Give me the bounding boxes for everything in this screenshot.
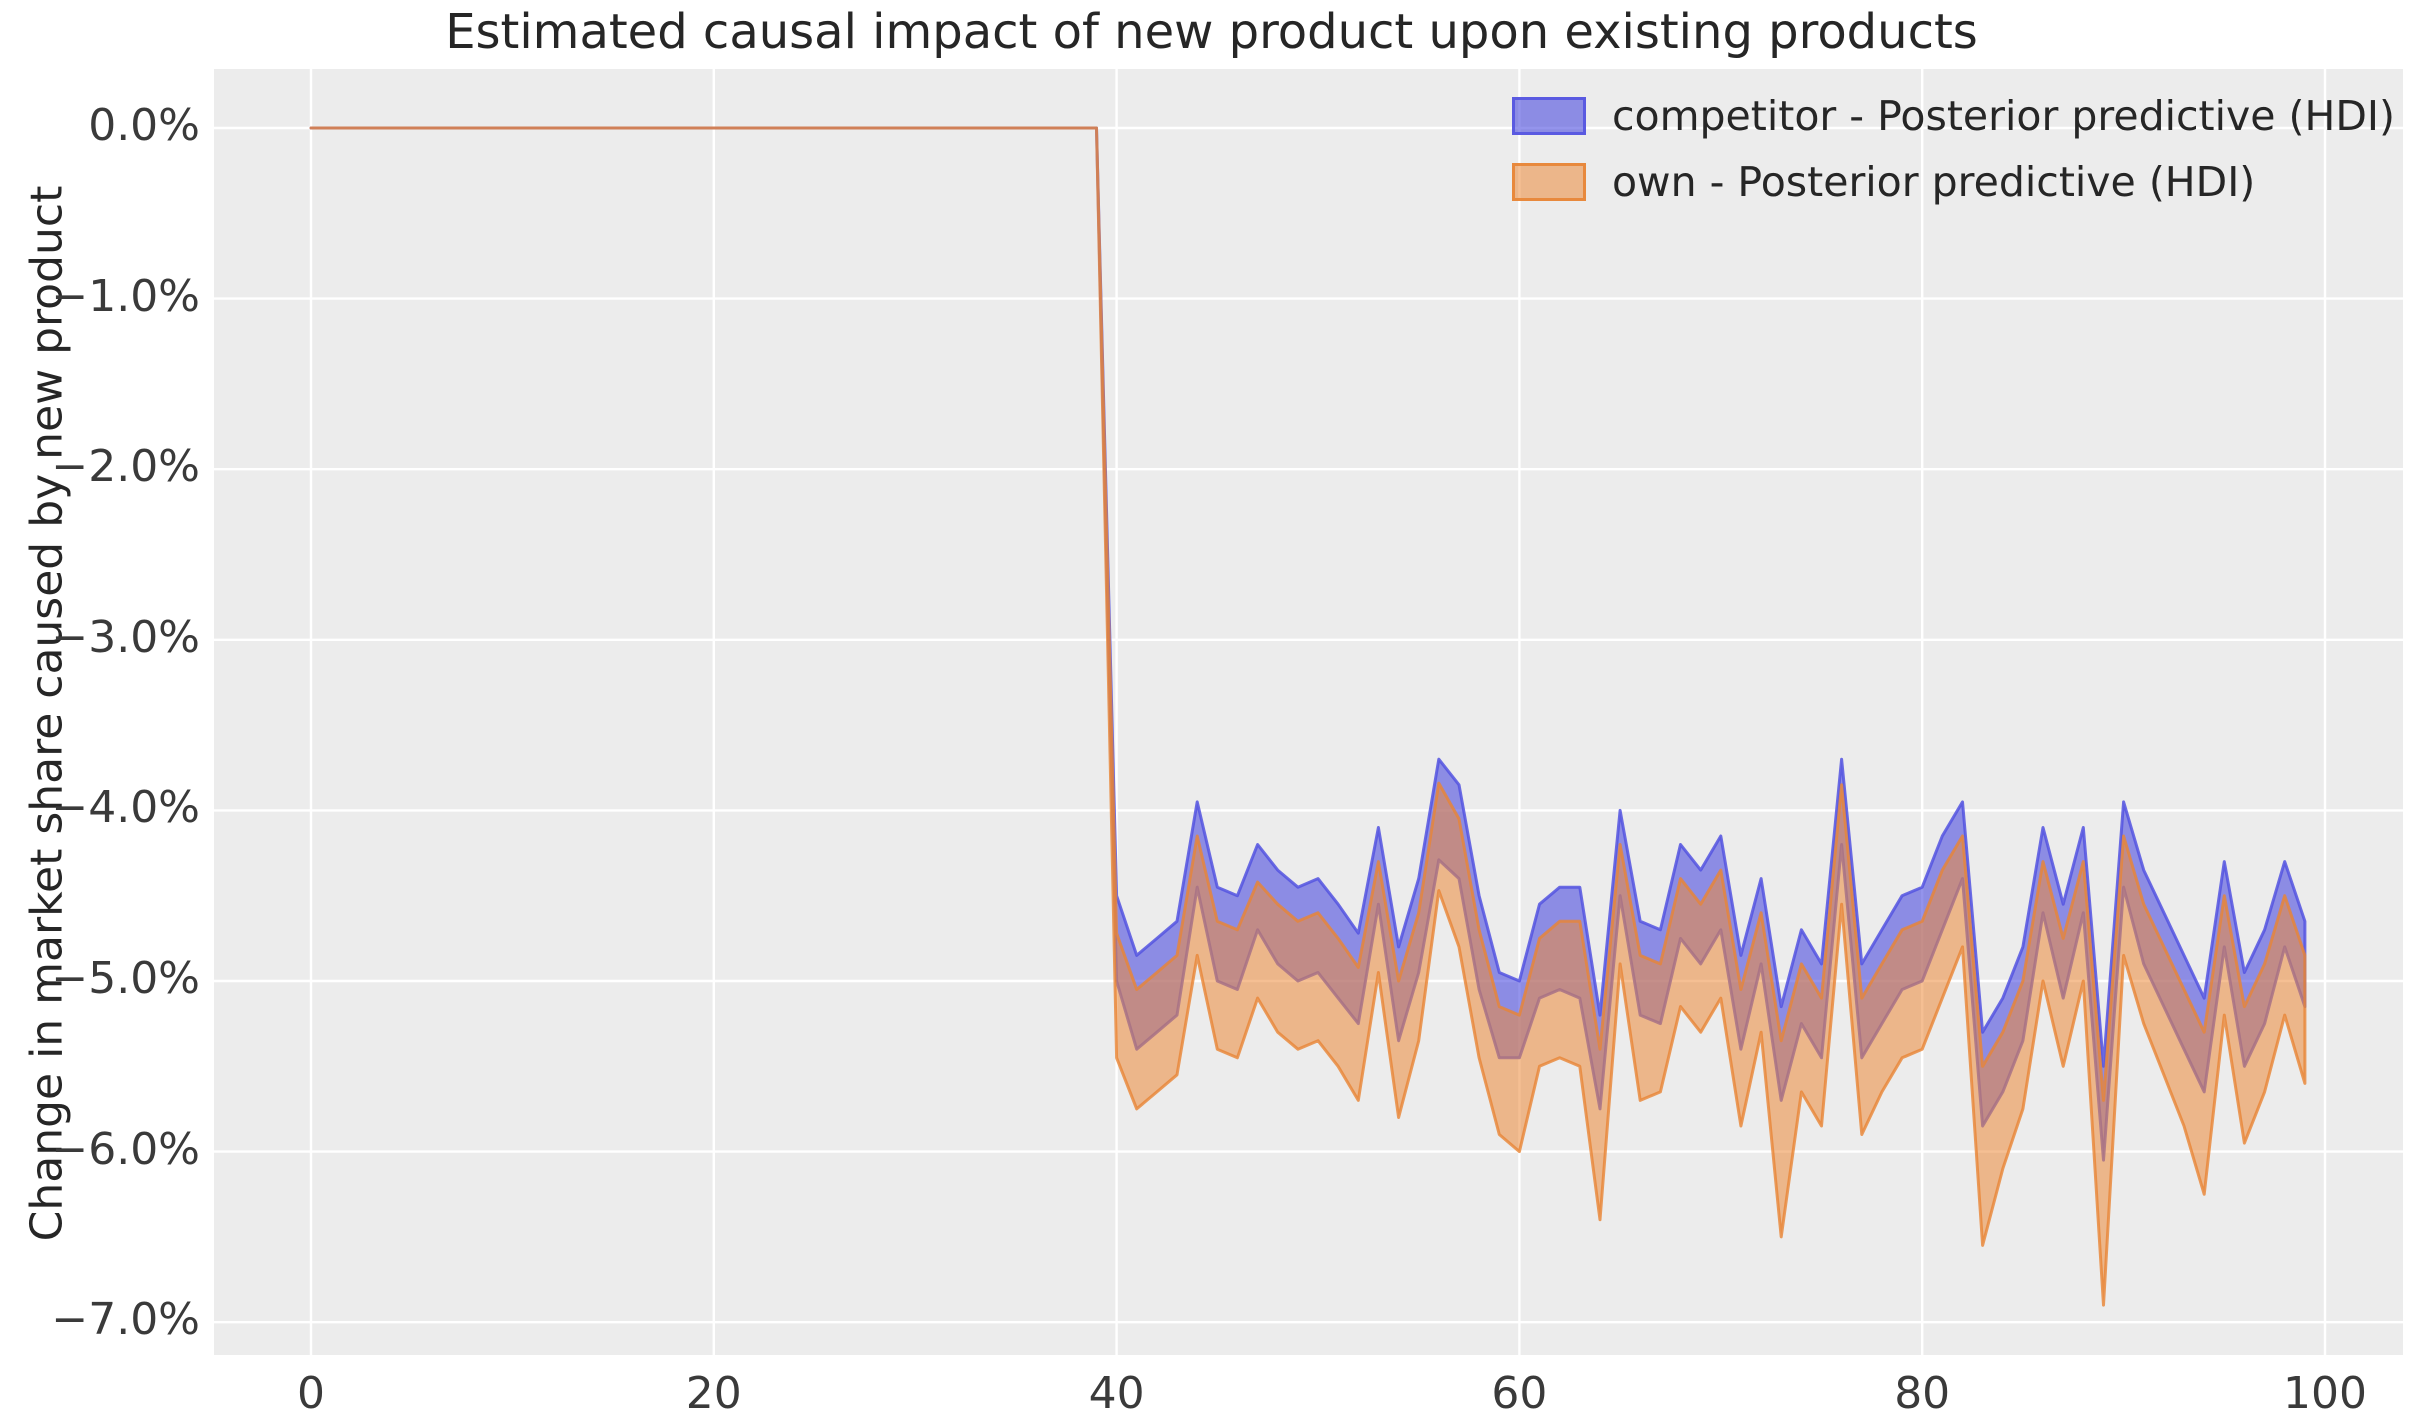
y-tick-label: −2.0% [51, 441, 200, 493]
y-tick-label: −4.0% [51, 782, 200, 834]
legend-item-label: own - Posterior predictive (HDI) [1611, 158, 2256, 206]
y-tick-label: −6.0% [51, 1123, 200, 1175]
x-tick-label: 40 [1088, 1368, 1145, 1419]
own-hdi-band [309, 126, 2307, 1307]
competitor-legend-swatch [1511, 97, 1586, 135]
axes-background [214, 69, 2403, 1355]
legend-item-label: competitor - Posterior predictive (HDI) [1611, 92, 2395, 140]
y-tick-label: −5.0% [51, 953, 200, 1004]
x-tick-label: 60 [1491, 1368, 1548, 1419]
legend: competitor - Posterior predictive (HDI) o… [1511, 92, 2395, 206]
own-legend-swatch [1511, 163, 1586, 201]
chart-title: Estimated causal impact of new product u… [445, 4, 1978, 60]
y-tick-label: −7.0% [51, 1294, 200, 1346]
x-tick-label: 20 [685, 1368, 742, 1419]
x-tick-label: 100 [2283, 1368, 2367, 1419]
legend-item: competitor - Posterior predictive (HDI) [1511, 92, 2395, 140]
y-tick-label: −3.0% [51, 611, 200, 663]
legend-item: own - Posterior predictive (HDI) [1511, 158, 2395, 206]
x-tick-label: 80 [1894, 1368, 1951, 1419]
y-tick-label: −1.0% [51, 270, 200, 322]
x-tick-label: 0 [297, 1368, 325, 1419]
y-tick-label: 0.0% [88, 100, 200, 151]
